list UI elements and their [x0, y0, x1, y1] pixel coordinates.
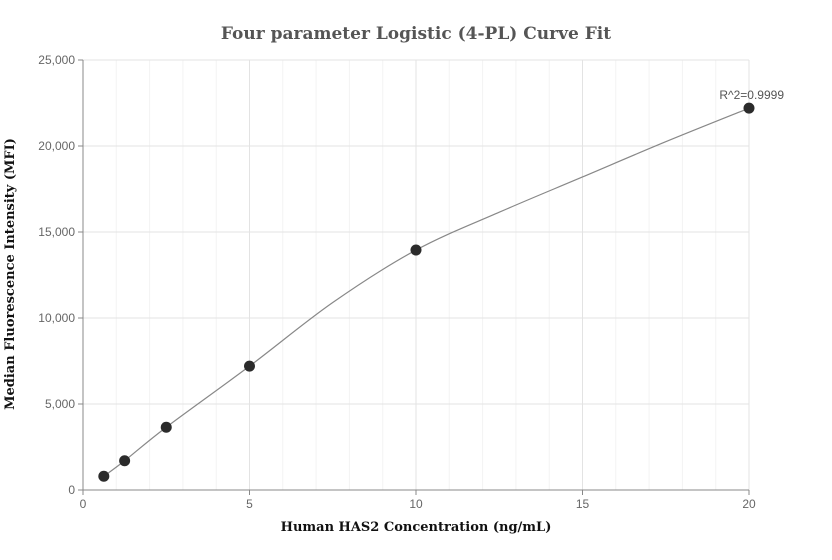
y-tick-label: 20,000	[38, 139, 75, 153]
data-point	[743, 102, 755, 114]
data-point	[244, 360, 255, 372]
series-layer	[98, 102, 755, 482]
x-tick-label: 10	[409, 497, 423, 511]
y-tick-label: 5,000	[45, 397, 75, 411]
y-axis-ticks: 0 5,000 10,000 15,000 20,000 25,000	[38, 53, 83, 497]
r-squared-annotation: R^2=0.9999	[719, 88, 784, 102]
x-tick-label: 15	[576, 497, 590, 511]
major-gridlines	[83, 59, 750, 490]
x-axis-ticks: 0 5 10 15 20	[80, 490, 756, 511]
x-tick-label: 0	[80, 497, 87, 511]
y-tick-label: 15,000	[38, 225, 75, 239]
data-point	[160, 421, 172, 433]
y-tick-label: 0	[68, 483, 75, 497]
x-tick-label: 5	[246, 497, 253, 511]
x-axis-label: Human HAS2 Concentration (ng/mL)	[281, 520, 552, 535]
data-point	[98, 470, 110, 482]
data-point	[119, 455, 131, 467]
data-point	[410, 244, 422, 256]
x-tick-label: 20	[742, 497, 756, 511]
y-tick-label: 25,000	[38, 53, 75, 67]
y-tick-label: 10,000	[38, 311, 75, 325]
y-axis-label: Median Fluorescence Intensity (MFI)	[3, 138, 18, 410]
chart-title: Four parameter Logistic (4-PL) Curve Fit	[221, 24, 611, 44]
minor-gridlines	[115, 60, 717, 490]
fit-curve-line	[103, 107, 750, 477]
